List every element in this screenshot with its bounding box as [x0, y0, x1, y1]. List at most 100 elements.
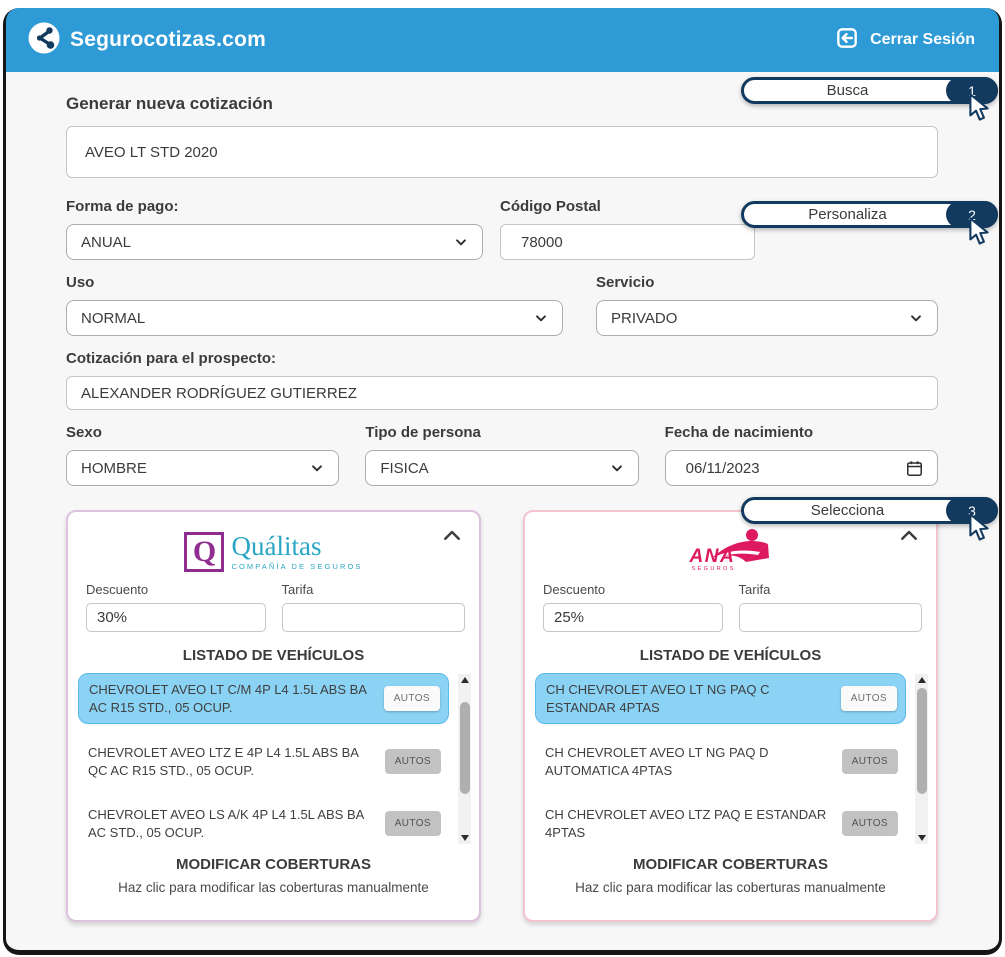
chevron-down-icon	[533, 310, 549, 326]
modify-coverages-hint: Haz clic para modificar las coberturas m…	[575, 880, 886, 895]
ana-logo-title: ANA	[689, 546, 736, 567]
rate-label: Tarifa	[738, 582, 771, 597]
service-label: Servicio	[596, 274, 655, 291]
step-selecciona[interactable]: Selecciona 3	[741, 497, 998, 541]
step-personaliza-label: Personaliza	[808, 206, 887, 223]
scroll-up-icon[interactable]	[458, 674, 471, 686]
postal-code-label: Código Postal	[500, 198, 601, 215]
chevron-down-icon	[309, 460, 325, 476]
usage-label: Uso	[66, 274, 95, 291]
vehicle-list-scrollbar[interactable]	[458, 674, 471, 844]
scrollbar-thumb[interactable]	[916, 688, 927, 794]
rate-input[interactable]	[738, 603, 922, 632]
step-busca-number: 1	[946, 77, 998, 104]
discount-label: Descuento	[543, 582, 606, 597]
modify-coverages-button[interactable]: MODIFICAR COBERTURAS Haz clic para modif…	[68, 856, 479, 895]
logout-button[interactable]: Cerrar Sesión	[834, 25, 975, 56]
ana-logo-swoosh	[705, 529, 769, 562]
postal-code-input[interactable]	[500, 224, 755, 260]
step-busca-label: Busca	[826, 82, 869, 99]
vehicle-tag: AUTOS	[841, 748, 898, 775]
sex-select[interactable]: HOMBRE	[66, 450, 340, 486]
quote-form: Generar nueva cotización Forma de pago: …	[6, 72, 999, 950]
usage-select[interactable]: NORMAL	[66, 300, 563, 336]
discount-input[interactable]	[86, 603, 266, 632]
vehicle-tag: AUTOS	[840, 685, 897, 712]
vehicle-list-scrollbar[interactable]	[915, 674, 928, 844]
rate-label: Tarifa	[281, 582, 314, 597]
insurer-card-qualitas: Q Quálitas COMPAÑÍA DE SEGUROS Descuento…	[66, 510, 481, 922]
top-bar: Segurocotizas.com Cerrar Sesión	[6, 8, 999, 72]
discount-input[interactable]	[543, 603, 723, 632]
scroll-down-icon[interactable]	[458, 832, 471, 844]
vehicle-item[interactable]: CHEVROLET AVEO LS A/K 4P L4 1.5L ABS BA …	[78, 799, 449, 845]
person-type-value: FISICA	[380, 459, 429, 477]
ana-logo: ANA SEGUROS	[525, 524, 936, 580]
modify-coverages-title: MODIFICAR COBERTURAS	[176, 856, 371, 873]
cursor-pointer-icon	[964, 92, 994, 124]
vehicle-search-input[interactable]	[66, 126, 938, 178]
vehicle-list: CH CHEVROLET AVEO LT NG PAQ C ESTANDAR 4…	[535, 673, 928, 845]
prospect-name-input[interactable]	[66, 376, 938, 410]
brand: Segurocotizas.com	[26, 20, 266, 61]
vehicle-name: CH CHEVROLET AVEO LTZ PAQ E ESTANDAR 4PT…	[545, 807, 827, 840]
cursor-pointer-icon	[964, 216, 994, 248]
chevron-up-icon[interactable]	[443, 528, 461, 545]
vehicle-item[interactable]: CHEVROLET AVEO LTZ E 4P L4 1.5L ABS BA Q…	[78, 737, 449, 786]
step-personaliza[interactable]: Personaliza 2	[741, 201, 998, 245]
birth-date-value: 06/11/2023	[685, 459, 760, 477]
logout-icon	[834, 25, 860, 56]
vehicle-list-title: LISTADO DE VEHÍCULOS	[182, 647, 365, 664]
payment-method-label: Forma de pago:	[66, 198, 179, 215]
step-selecciona-label: Selecciona	[810, 502, 885, 519]
qualitas-logo-mark: Q	[184, 532, 225, 572]
vehicle-name: CHEVROLET AVEO LS A/K 4P L4 1.5L ABS BA …	[88, 807, 364, 840]
vehicle-name: CHEVROLET AVEO LTZ E 4P L4 1.5L ABS BA Q…	[88, 745, 359, 778]
chevron-down-icon	[609, 460, 625, 476]
vehicle-name: CHEVROLET AVEO LT C/M 4P L4 1.5L ABS BA …	[89, 682, 367, 715]
step-busca[interactable]: Busca 1	[741, 77, 998, 121]
usage-value: NORMAL	[81, 309, 146, 327]
modify-coverages-button[interactable]: MODIFICAR COBERTURAS Haz clic para modif…	[525, 856, 936, 895]
qualitas-logo-subtitle: COMPAÑÍA DE SEGUROS	[231, 562, 363, 571]
ana-logo-subtitle: SEGUROS	[691, 566, 736, 572]
chevron-up-icon[interactable]	[900, 528, 918, 545]
discount-label: Descuento	[86, 582, 149, 597]
app-window: Segurocotizas.com Cerrar Sesión Busca 1 …	[3, 8, 1002, 955]
qualitas-logo: Q Quálitas COMPAÑÍA DE SEGUROS	[68, 524, 479, 580]
payment-method-select[interactable]: ANUAL	[66, 224, 483, 260]
modify-coverages-title: MODIFICAR COBERTURAS	[633, 856, 828, 873]
vehicle-tag: AUTOS	[383, 685, 440, 712]
cursor-pointer-icon	[964, 512, 994, 544]
sex-value: HOMBRE	[81, 459, 147, 477]
person-type-label: Tipo de persona	[365, 424, 481, 441]
modify-coverages-hint: Haz clic para modificar las coberturas m…	[118, 880, 429, 895]
vehicle-item[interactable]: CH CHEVROLET AVEO LT NG PAQ C ESTANDAR 4…	[535, 673, 906, 725]
sex-label: Sexo	[66, 424, 102, 441]
brand-logo-icon	[26, 20, 62, 61]
page-title: Generar nueva cotización	[66, 94, 273, 113]
scroll-up-icon[interactable]	[915, 674, 928, 686]
scrollbar-thumb[interactable]	[459, 702, 470, 794]
vehicle-name: CH CHEVROLET AVEO LT NG PAQ C ESTANDAR 4…	[546, 682, 770, 715]
vehicle-list-title: LISTADO DE VEHÍCULOS	[639, 647, 822, 664]
vehicle-item[interactable]: CHEVROLET AVEO LT C/M 4P L4 1.5L ABS BA …	[78, 673, 449, 725]
brand-name: Segurocotizas.com	[70, 28, 266, 51]
insurer-card-ana: ANA SEGUROS Descuento Tarifa LISTADO DE …	[523, 510, 938, 922]
vehicle-tag: AUTOS	[384, 810, 441, 837]
prospect-label: Cotización para el prospecto:	[66, 350, 277, 367]
vehicle-tag: AUTOS	[841, 810, 898, 837]
vehicle-item[interactable]: CH CHEVROLET AVEO LT NG PAQ D AUTOMATICA…	[535, 737, 906, 786]
vehicle-item[interactable]: CH CHEVROLET AVEO LTZ PAQ E ESTANDAR 4PT…	[535, 799, 906, 845]
vehicle-name: CH CHEVROLET AVEO LT NG PAQ D AUTOMATICA…	[545, 745, 769, 778]
vehicle-tag: AUTOS	[384, 748, 441, 775]
chevron-down-icon	[908, 310, 924, 326]
scroll-down-icon[interactable]	[915, 832, 928, 844]
person-type-select[interactable]: FISICA	[365, 450, 639, 486]
vehicle-list: CHEVROLET AVEO LT C/M 4P L4 1.5L ABS BA …	[78, 673, 471, 845]
birth-date-input[interactable]: 06/11/2023	[664, 450, 938, 486]
payment-method-value: ANUAL	[81, 233, 132, 251]
logout-label: Cerrar Sesión	[870, 31, 975, 48]
rate-input[interactable]	[281, 603, 465, 632]
service-select[interactable]: PRIVADO	[596, 300, 938, 336]
